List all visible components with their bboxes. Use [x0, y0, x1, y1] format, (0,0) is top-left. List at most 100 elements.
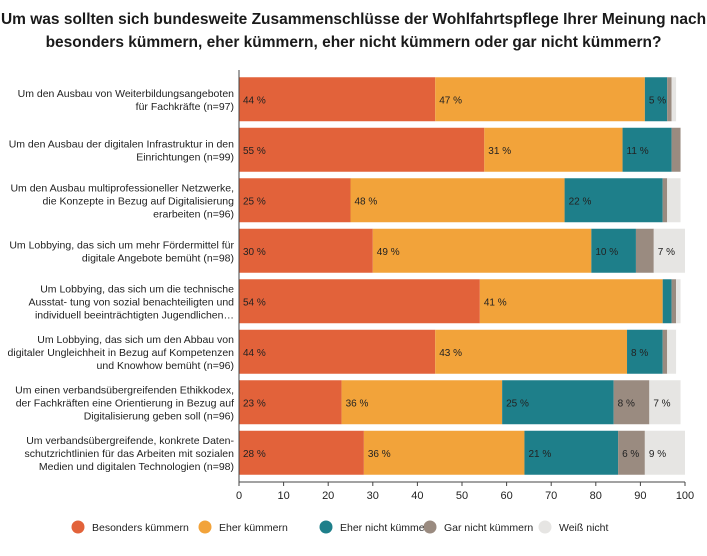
bar-segment: [239, 228, 373, 273]
category-label: und Knowhow bemüht (n=96): [97, 360, 234, 372]
bar-row: Um den Ausbau multiprofessioneller Netzw…: [10, 178, 681, 223]
chart-title: Um was sollten sich bundesweite Zusammen…: [0, 8, 707, 54]
legend-item: Eher kümmern: [198, 520, 288, 534]
data-label: 43 %: [439, 348, 462, 359]
bar-segment: [653, 228, 685, 273]
category-label: die Konzepte in Bezug auf Digitalisierun…: [43, 195, 235, 207]
legend-label: Besonders kümmern: [92, 522, 189, 534]
bar-segment: [484, 127, 623, 172]
bar-segment: [239, 430, 364, 475]
category-label: Medien und digitalen Technologien (n=98): [39, 461, 234, 473]
bar-segment: [662, 329, 668, 374]
category-label: für Fachkräfte (n=97): [136, 101, 234, 113]
legend-swatch: [423, 520, 437, 534]
data-label: 7 %: [658, 247, 675, 258]
bar-row: Um Lobbying, das sich um den Abbau vondi…: [8, 329, 677, 374]
data-label: 8 %: [631, 348, 648, 359]
data-label: 22 %: [569, 196, 592, 207]
category-label: Um einen verbandsübergreifenden Ethikkod…: [15, 384, 234, 396]
data-label: 8 %: [618, 398, 635, 409]
bar-segment: [618, 430, 645, 475]
x-tick-label: 90: [634, 490, 646, 502]
bar-segment: [667, 178, 681, 223]
bar-segment: [627, 329, 663, 374]
legend-swatch: [319, 520, 333, 534]
bar-segment: [239, 178, 351, 223]
legend: Besonders kümmern Eher kümmern Eher nicht …: [71, 520, 608, 534]
bar-segment: [350, 178, 565, 223]
category-label: Einrichtungen (n=99): [136, 151, 234, 163]
bar-segment: [667, 329, 677, 374]
category-label: Ausstat- tung von sozial benachteiligten…: [29, 296, 235, 308]
legend-swatch: [198, 520, 212, 534]
legend-swatch: [71, 520, 85, 534]
data-label: 10 %: [595, 247, 618, 258]
chart-title-line-2: besonders kümmern, eher kümmern, eher ni…: [45, 34, 662, 51]
data-label: 54 %: [243, 297, 266, 308]
bar-segment: [649, 380, 681, 425]
bar-segment: [613, 380, 650, 425]
bar-segment: [644, 77, 668, 122]
x-tick-label: 80: [590, 490, 602, 502]
bar-segment: [662, 279, 672, 324]
category-label: digitale Angebote bemüht (n=98): [82, 252, 234, 264]
data-label: 44 %: [243, 95, 266, 106]
data-label: 28 %: [243, 449, 266, 460]
category-label: Um verbandsübergreifende, konkrete Daten…: [26, 435, 234, 447]
x-tick-label: 50: [456, 490, 468, 502]
bar-segment: [635, 228, 654, 273]
data-label: 25 %: [506, 398, 529, 409]
chart-title-line-1: Um was sollten sich bundesweite Zusammen…: [0, 11, 707, 28]
x-axis: 0 10 20 30 40 50 60 70 80 90 100: [236, 70, 694, 502]
data-label: 48 %: [355, 196, 378, 207]
data-label: 31 %: [488, 146, 511, 157]
category-label: schutzrichtlinien für das Arbeiten mit s…: [24, 448, 234, 460]
category-label: Um Lobbying, das sich um den Abbau von: [37, 334, 234, 346]
category-label: Um den Ausbau der digitalen Infrastruktu…: [9, 138, 234, 150]
bar-row: Um Lobbying, das sich um die technischeA…: [29, 279, 681, 324]
legend-item: Weiß nicht: [538, 520, 608, 534]
data-label: 25 %: [243, 196, 266, 207]
bar-segment: [479, 279, 663, 324]
category-label: Um den Ausbau multiprofessioneller Netzw…: [10, 182, 234, 194]
bar-segment: [676, 279, 681, 324]
bar-segment: [622, 127, 672, 172]
data-label: 5 %: [649, 95, 666, 106]
bar-segment: [671, 77, 677, 122]
bar-segment: [239, 329, 436, 374]
bar-row: Um den Ausbau von Weiterbildungsangebote…: [18, 77, 677, 122]
category-label: der Fachkräften eine Orientierung in Bez…: [16, 397, 234, 409]
data-label: 11 %: [627, 146, 649, 157]
category-label: Um den Ausbau von Weiterbildungsangebote…: [18, 88, 235, 100]
data-label: 49 %: [377, 247, 400, 258]
legend-item: Gar nicht kümmern: [423, 520, 533, 534]
category-label: Digitalisierung geben soll (n=96): [84, 410, 234, 422]
data-label: 21 %: [528, 449, 551, 460]
legend-label: Gar nicht kümmern: [444, 522, 533, 534]
data-label: 9 %: [649, 449, 666, 460]
category-label: erarbeiten (n=96): [153, 208, 234, 220]
bar-row: Um Lobbying, das sich um mehr Fördermitt…: [9, 228, 685, 273]
bar-segment: [644, 430, 685, 475]
legend-swatch: [538, 520, 552, 534]
data-label: 47 %: [439, 95, 462, 106]
bar-row: Um den Ausbau der digitalen Infrastruktu…: [9, 127, 681, 172]
legend-item: Eher nicht kümmern: [319, 520, 434, 534]
data-label: 55 %: [243, 146, 266, 157]
data-label: 44 %: [243, 348, 266, 359]
bar-segment: [239, 279, 480, 324]
category-label: digitaler Ungleichheit in Bezug auf Komp…: [8, 347, 235, 359]
data-label: 23 %: [243, 398, 266, 409]
bar-segment: [435, 77, 645, 122]
data-label: 41 %: [484, 297, 507, 308]
bar-segment: [502, 380, 614, 425]
category-label: individuell beeinträchtigten Jugendliche…: [35, 309, 234, 321]
bar-segment: [524, 430, 619, 475]
bars-layer: Um den Ausbau von Weiterbildungsangebote…: [8, 77, 685, 475]
x-tick-label: 60: [500, 490, 512, 502]
category-label: Um Lobbying, das sich um die technische: [40, 283, 234, 295]
bar-row: Um verbandsübergreifende, konkrete Daten…: [24, 430, 685, 475]
legend-item: Besonders kümmern: [71, 520, 189, 534]
bar-segment: [564, 178, 663, 223]
